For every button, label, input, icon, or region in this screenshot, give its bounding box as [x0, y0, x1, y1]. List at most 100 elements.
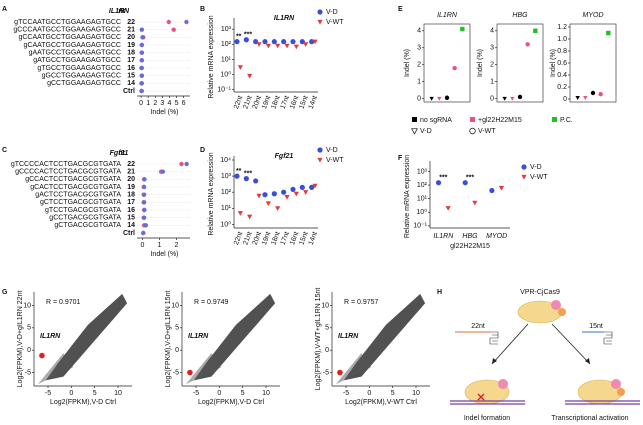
- x-axis-label: Indel (%): [150, 251, 178, 258]
- x-axis-label: gl22H22M15: [450, 243, 490, 250]
- row-label: 22: [127, 19, 135, 26]
- dot: [141, 192, 147, 197]
- marker: [498, 186, 505, 191]
- row-label: 15: [127, 215, 135, 222]
- row-sequence: gCTGACGCGTGATA: [54, 222, 121, 229]
- dot: [139, 73, 145, 78]
- marker: [281, 189, 287, 195]
- y-tick-label: 1.2: [557, 24, 567, 31]
- legend-label: V-D: [420, 128, 432, 135]
- gene-label: IL1RN: [40, 333, 61, 340]
- panel-title: HBG: [512, 12, 528, 19]
- y-tick-label: 5: [325, 325, 329, 332]
- dot: [171, 27, 176, 32]
- row-sequence: gTCCAATGCCTGGAAGAGTGCC: [14, 19, 121, 26]
- highlight-point: [39, 352, 45, 359]
- dot: [184, 19, 189, 25]
- x-tick-label: 1: [157, 242, 161, 249]
- x-tick-label: 3: [160, 100, 164, 107]
- row-label: Ctrl: [123, 230, 135, 237]
- row-label: 19: [127, 184, 135, 191]
- x-tick-label: 20nt: [252, 231, 263, 246]
- y-axis-label: Indel (%): [550, 49, 557, 77]
- guide-scaffold: [603, 331, 613, 345]
- y-tick-label: 0.2: [557, 84, 567, 91]
- row-label: 18: [127, 50, 135, 57]
- row-label: 16: [127, 65, 135, 72]
- y-tick-label: 10⁰: [416, 208, 427, 216]
- marker: [489, 187, 495, 194]
- x-tick-label: 2: [153, 100, 157, 107]
- panel-label: G: [2, 289, 8, 296]
- dot: [139, 27, 145, 32]
- row-label: 17: [127, 199, 135, 206]
- marker: [256, 42, 262, 47]
- x-tick-label: 1: [146, 100, 150, 107]
- marker: [234, 173, 240, 179]
- y-axis-label: Relative mRNA expression: [208, 15, 215, 98]
- y-tick-label: 10⁻¹: [217, 87, 231, 94]
- marker: [317, 147, 323, 153]
- x-tick-label: 10: [114, 390, 122, 397]
- x-tick-label: HBG: [462, 233, 478, 240]
- y-axis-label: Log2(FPKM),V-D+gIL1RN 22nt: [17, 291, 24, 388]
- row-sequence: gCCTGGAAGAGTGCC: [47, 80, 121, 87]
- marker: [281, 39, 287, 45]
- highlight-point: [187, 369, 193, 376]
- dot: [141, 184, 147, 190]
- y-tick-label: 10³: [417, 168, 428, 175]
- marker: [237, 65, 243, 70]
- marker: [293, 44, 299, 50]
- row-label: Ctrl: [123, 88, 135, 95]
- x-tick-label: -5: [343, 390, 349, 397]
- row-sequence: gCTCCTGACGCGTGATA: [40, 199, 121, 206]
- y-tick-label: 10¹: [417, 196, 428, 203]
- row-sequence: gATGCCTGGAAGAGTGCC: [33, 57, 121, 64]
- marker: [271, 191, 277, 197]
- marker: [469, 127, 476, 135]
- x-tick-label: 6: [182, 100, 186, 107]
- column-header: nt: [118, 8, 125, 15]
- y-axis-label: Relative mRNA expression: [208, 152, 215, 235]
- y-tick-label: 0.6: [557, 60, 567, 67]
- y-tick-label: 10⁴: [220, 157, 231, 164]
- marker: [243, 176, 249, 182]
- marker: [275, 43, 281, 49]
- guide-label: 22nt: [471, 323, 485, 330]
- panel-label: E: [398, 6, 403, 13]
- legend-label: V-WT: [326, 157, 344, 164]
- outcome-label: Indel formation: [464, 415, 510, 422]
- chart-title: Fgf21: [110, 150, 129, 157]
- y-tick-label: 0.8: [557, 48, 567, 55]
- dot: [140, 35, 145, 40]
- legend-label: V-D: [326, 9, 338, 16]
- y-tick-label: 0: [325, 347, 329, 354]
- x-tick-label: 18nt: [270, 231, 281, 246]
- y-tick-label: 0: [490, 95, 494, 102]
- y-tick-label: -5: [173, 369, 179, 376]
- x-tick-label: 19nt: [261, 95, 272, 110]
- marker: [445, 206, 451, 211]
- row-sequence: gCCAATGCCTGGAAGAGTGCC: [18, 34, 121, 41]
- y-tick-label: 1.0: [557, 36, 567, 43]
- y-tick-label: 10: [23, 302, 31, 309]
- x-tick-label: 15nt: [298, 231, 309, 246]
- plot-frame: [423, 23, 471, 103]
- plot-frame: [496, 23, 544, 103]
- y-tick-label: 10³: [221, 26, 232, 33]
- row-label: 22: [127, 161, 135, 168]
- y-tick-label: 10²: [417, 182, 428, 189]
- x-tick-label: 18nt: [270, 95, 281, 110]
- annotation: R = 0.9701: [46, 299, 81, 306]
- marker: [606, 30, 611, 36]
- marker: [303, 42, 309, 47]
- panel-label: B: [200, 6, 205, 13]
- row-sequence: gTCCCCACTCCTGACGCGTGATA: [11, 161, 122, 168]
- marker: [472, 200, 478, 206]
- x-tick-label: 5: [241, 390, 245, 397]
- marker: [411, 128, 418, 135]
- vpr-domain: [498, 379, 508, 389]
- arrow-head: [585, 358, 590, 364]
- x-tick-label: IL1RN: [433, 233, 454, 240]
- legend-label: V-WT: [530, 174, 548, 181]
